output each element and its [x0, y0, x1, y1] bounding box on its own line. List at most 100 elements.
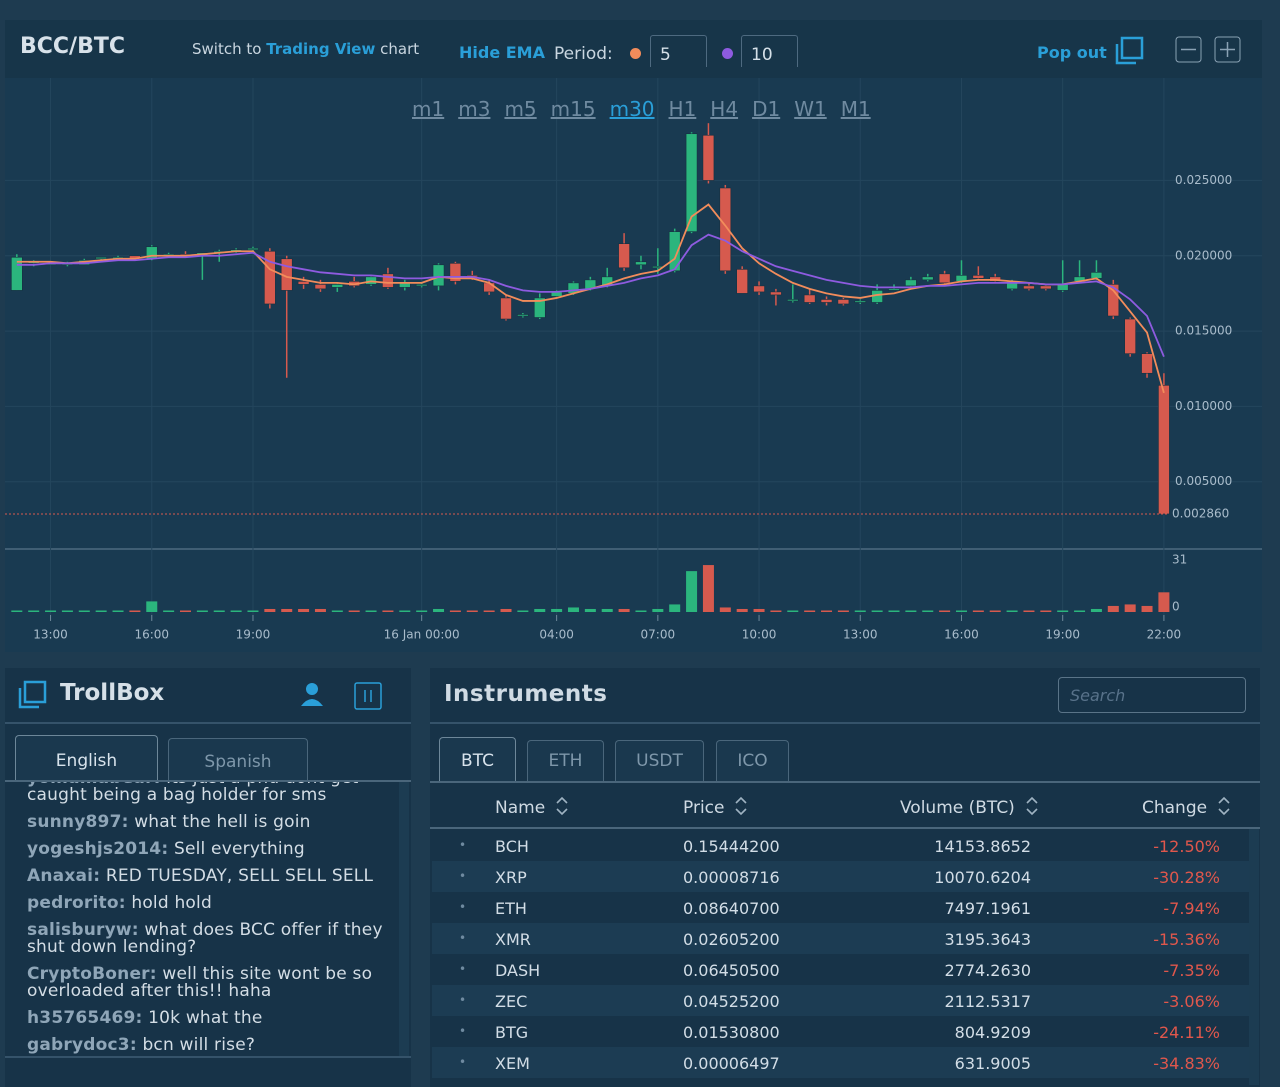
- volume-bar: [449, 610, 461, 612]
- table-row[interactable]: • BCH 0.15444200 14153.8652 -12.50%: [432, 830, 1250, 861]
- timeframe-option[interactable]: m30: [609, 97, 655, 121]
- candle-body: [1124, 318, 1136, 354]
- candle-body: [1141, 353, 1153, 374]
- volume-bar: [213, 610, 225, 612]
- hide-ema[interactable]: Hide EMA: [459, 43, 545, 62]
- timeframe-option[interactable]: H4: [710, 97, 739, 121]
- column-header[interactable]: Volume (BTC): [900, 796, 1038, 818]
- table-row[interactable]: • XRP 0.00008716 10070.6204 -30.28%: [432, 861, 1250, 892]
- market-tab[interactable]: USDT: [615, 740, 704, 781]
- x-tick-label: 13:00: [33, 628, 68, 642]
- instrument-change: -24.11%: [1153, 1023, 1220, 1042]
- volume-bar: [753, 608, 765, 612]
- timeframe-option[interactable]: D1: [752, 97, 781, 121]
- volume-bar: [1124, 604, 1136, 612]
- ema-period-input[interactable]: 5: [650, 35, 707, 67]
- chat-text: what does BCC offer if they shut down le…: [27, 920, 383, 957]
- table-row[interactable]: • XMR 0.02605200 3195.3643 -15.36%: [432, 923, 1250, 954]
- candle-body: [786, 299, 799, 302]
- plot-area: [5, 78, 1262, 652]
- volume-bar: [534, 608, 546, 612]
- volume-bar: [837, 610, 849, 612]
- timeframe-option[interactable]: M1: [840, 97, 871, 121]
- candle-body: [635, 261, 647, 266]
- candle-body: [820, 299, 833, 303]
- volume-bar: [972, 610, 984, 612]
- instrument-name: ZEC: [495, 992, 528, 1011]
- instrument-name: XMR: [495, 930, 531, 949]
- volume-bar: [1141, 605, 1153, 612]
- column-title: Price: [683, 798, 725, 818]
- volume-bar: [922, 610, 934, 612]
- instrument-price: 0.15444200: [683, 837, 780, 856]
- chat-text: 10k what the: [148, 1008, 263, 1028]
- instrument-name: BTG: [495, 1023, 529, 1042]
- column-header[interactable]: Price: [683, 796, 748, 818]
- candle-body: [685, 133, 698, 232]
- instrument-price: 0.06450500: [683, 961, 780, 980]
- market-tab[interactable]: BTC: [439, 737, 516, 781]
- table-row[interactable]: • ZEC 0.04525200 2112.5317 -3.06%: [432, 985, 1250, 1016]
- switch-chart: Switch to Trading View chart: [192, 40, 419, 58]
- sort-icon[interactable]: [1026, 796, 1038, 816]
- sort-icon[interactable]: [1218, 796, 1230, 816]
- volume-bar: [129, 610, 141, 612]
- instrument-price: 0.02605200: [683, 930, 780, 949]
- market-tab[interactable]: ETH: [527, 740, 604, 781]
- search-input[interactable]: Search: [1058, 677, 1246, 713]
- sort-icon[interactable]: [735, 796, 748, 816]
- ema-period-input[interactable]: 10: [741, 35, 798, 67]
- zoom-in[interactable]: [1214, 36, 1241, 63]
- instrument-price: 0.08640700: [683, 899, 780, 918]
- sort-arrows: [1218, 796, 1230, 816]
- volume-bar: [652, 608, 664, 612]
- instrument-volume: 2774.2630: [944, 961, 1031, 980]
- sort-icon[interactable]: [556, 796, 568, 816]
- volume-bar: [331, 610, 343, 612]
- volume-bar: [416, 610, 428, 612]
- pop-out-icon[interactable]: [1120, 36, 1144, 60]
- candle-body: [95, 256, 107, 260]
- volume-bar: [298, 608, 310, 612]
- timeframe-option[interactable]: m15: [550, 97, 596, 121]
- table-row[interactable]: • BTG 0.01530800 804.9209 -24.11%: [432, 1016, 1250, 1047]
- zoom-out[interactable]: [1175, 36, 1202, 63]
- market-tab[interactable]: ICO: [716, 740, 789, 781]
- chat-user: pedrorito:: [27, 893, 126, 913]
- candle-body: [500, 297, 512, 320]
- candle-body: [753, 285, 765, 293]
- table-row[interactable]: • XEM 0.00006497 631.9005 -34.83%: [432, 1047, 1250, 1078]
- instrument-name: ETH: [495, 899, 527, 918]
- trading-view-link[interactable]: Trading View: [266, 40, 376, 58]
- timeframe-option[interactable]: H1: [668, 97, 697, 121]
- candle-body: [1056, 284, 1069, 291]
- x-tick-label: 19:00: [1045, 628, 1080, 642]
- timeframe-option[interactable]: m1: [412, 97, 445, 121]
- table-row[interactable]: • DASH 0.06450500 2774.2630 -7.35%: [432, 954, 1250, 985]
- x-tick-label: 16 Jan 00:00: [384, 628, 460, 642]
- chat-user: CryptoBoner:: [27, 964, 157, 984]
- scrollbar[interactable]: [1249, 829, 1259, 1085]
- language-tab[interactable]: Spanish: [168, 738, 308, 781]
- table-row[interactable]: • ETH 0.08640700 7497.1961 -7.94%: [432, 892, 1250, 923]
- scrollbar[interactable]: [399, 782, 409, 1056]
- instruments-title: Instruments: [444, 681, 608, 707]
- pause-button[interactable]: [354, 682, 382, 710]
- pop-out[interactable]: Pop out: [1037, 43, 1107, 62]
- column-header[interactable]: Name: [495, 796, 568, 818]
- language-tab[interactable]: English: [15, 735, 158, 781]
- timeframe-option[interactable]: m3: [458, 97, 491, 121]
- trollbox-icons: »: [18, 680, 382, 710]
- chat-message: gabrydoc3: bcn will rise?: [27, 1037, 397, 1054]
- instrument-price: 0.01530800: [683, 1023, 780, 1042]
- timeframe-option[interactable]: m5: [504, 97, 537, 121]
- column-header[interactable]: Change: [1142, 796, 1230, 818]
- timeframe-option[interactable]: W1: [794, 97, 827, 121]
- row-dot: •: [459, 869, 467, 883]
- volume-bar: [871, 610, 883, 612]
- instrument-change: -3.06%: [1163, 992, 1220, 1011]
- switch-prefix: Switch to: [192, 40, 262, 58]
- column-title: Volume (BTC): [900, 798, 1015, 818]
- ema-dot: [630, 48, 641, 59]
- chat-message: pedrorito: hold hold: [27, 895, 397, 912]
